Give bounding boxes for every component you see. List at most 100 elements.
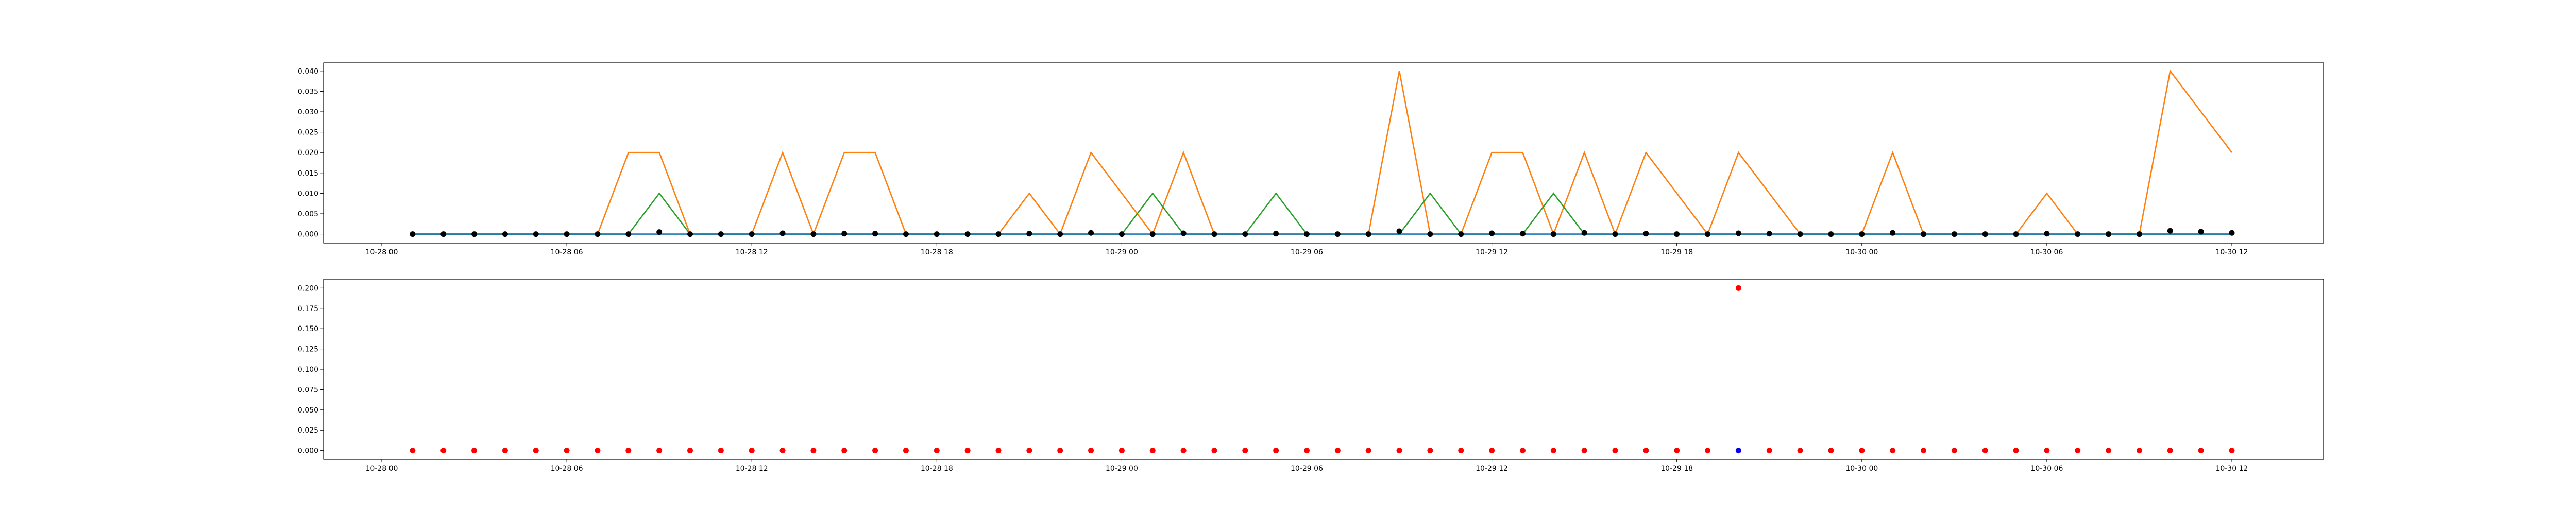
data-point (1088, 448, 1094, 454)
data-point (1890, 448, 1896, 454)
data-point (1643, 448, 1649, 454)
x-tick-label: 10-28 12 (736, 248, 768, 256)
x-tick-label: 10-29 18 (1660, 465, 1693, 473)
x-tick-label: 10-30 00 (1845, 248, 1878, 256)
y-tick-label: 0.050 (298, 406, 318, 415)
data-point (779, 230, 786, 236)
data-point (595, 448, 601, 454)
data-point (2106, 231, 2112, 237)
data-point (2136, 231, 2142, 237)
data-point (718, 231, 724, 237)
data-point (1705, 448, 1711, 454)
data-point (1427, 448, 1433, 454)
data-point (2198, 448, 2204, 454)
data-point (564, 231, 570, 237)
data-point (1489, 230, 1495, 236)
data-point (1458, 231, 1464, 237)
x-tick-label: 10-29 18 (1660, 248, 1693, 256)
data-point (1057, 231, 1063, 237)
data-point (2044, 448, 2050, 454)
data-point (964, 231, 971, 237)
data-point (841, 448, 848, 454)
data-point (2013, 231, 2019, 237)
data-point (1612, 231, 1618, 237)
x-tick-label: 10-29 06 (1291, 465, 1323, 473)
x-tick-label: 10-28 18 (921, 465, 953, 473)
data-point (1365, 231, 1371, 237)
x-tick-label: 10-28 18 (921, 248, 953, 256)
data-point (410, 448, 416, 454)
data-point (1365, 448, 1371, 454)
x-tick-label: 10-30 12 (2216, 465, 2248, 473)
x-tick-label: 10-30 06 (2030, 248, 2063, 256)
data-point (749, 448, 755, 454)
y-tick-label: 0.125 (298, 346, 318, 354)
data-point (1396, 448, 1402, 454)
data-point (1273, 448, 1279, 454)
data-point (1735, 285, 1741, 291)
data-point (1458, 448, 1464, 454)
x-tick-label: 10-29 00 (1106, 248, 1138, 256)
data-point (471, 448, 478, 454)
data-point (1519, 448, 1526, 454)
y-tick-label: 0.150 (298, 325, 318, 333)
data-point (934, 231, 940, 237)
data-point (1180, 230, 1187, 236)
data-point (1612, 448, 1618, 454)
data-point (964, 448, 971, 454)
x-tick-label: 10-29 12 (1476, 248, 1508, 256)
data-point (1797, 448, 1803, 454)
x-tick-label: 10-30 12 (2216, 248, 2248, 256)
data-point (1982, 231, 1988, 237)
y-tick-label: 0.025 (298, 426, 318, 435)
data-point (1304, 448, 1310, 454)
data-point (841, 231, 848, 237)
data-point (2075, 231, 2081, 237)
x-tick-label: 10-28 00 (366, 465, 398, 473)
data-point (1550, 231, 1556, 237)
data-point (1427, 231, 1433, 237)
data-point (1828, 448, 1834, 454)
data-point (749, 231, 755, 237)
y-tick-label: 0.010 (298, 190, 318, 198)
x-tick-label: 10-28 00 (366, 248, 398, 256)
y-tick-label: 0.030 (298, 108, 318, 116)
data-point (410, 231, 416, 237)
data-point (1149, 448, 1156, 454)
data-point (995, 448, 1002, 454)
y-tick-label: 0.005 (298, 210, 318, 218)
x-tick-label: 10-28 06 (551, 465, 583, 473)
data-point (1088, 230, 1094, 236)
y-tick-label: 0.040 (298, 67, 318, 76)
data-point (810, 231, 817, 237)
x-tick-label: 10-29 00 (1106, 465, 1138, 473)
y-tick-label: 0.075 (298, 386, 318, 394)
data-point (2013, 448, 2019, 454)
data-point (1951, 448, 1957, 454)
data-point (471, 231, 478, 237)
y-tick-label: 0.000 (298, 231, 318, 239)
data-point (2044, 231, 2050, 237)
data-point (1026, 448, 1032, 454)
data-point (1550, 448, 1556, 454)
data-point (1951, 231, 1957, 237)
data-point (2136, 448, 2142, 454)
x-tick-label: 10-29 12 (1476, 465, 1508, 473)
data-point (810, 448, 817, 454)
data-point (1242, 231, 1248, 237)
data-point (533, 231, 539, 237)
data-point (1643, 231, 1649, 237)
data-point (1489, 448, 1495, 454)
data-point (1828, 231, 1834, 237)
data-point (656, 229, 663, 235)
data-point (1581, 448, 1587, 454)
data-point (533, 448, 539, 454)
x-tick-label: 10-30 06 (2030, 465, 2063, 473)
data-point (656, 448, 663, 454)
x-tick-label: 10-30 00 (1845, 465, 1878, 473)
y-tick-label: 0.025 (298, 129, 318, 137)
data-point (564, 448, 570, 454)
data-point (1149, 231, 1156, 237)
